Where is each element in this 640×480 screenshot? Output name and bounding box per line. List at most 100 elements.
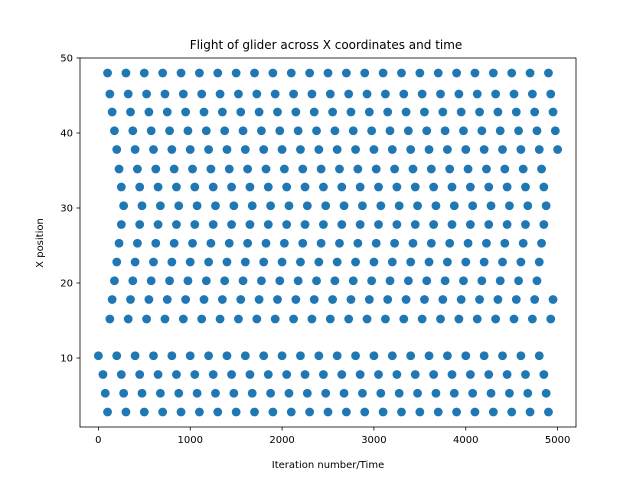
data-point bbox=[151, 164, 161, 174]
data-point bbox=[364, 107, 374, 117]
data-point bbox=[227, 182, 236, 192]
data-point bbox=[378, 68, 388, 78]
data-point bbox=[415, 68, 425, 78]
data-point bbox=[227, 370, 236, 379]
data-point bbox=[463, 164, 473, 174]
data-point bbox=[335, 238, 344, 248]
data-point bbox=[468, 388, 478, 398]
data-point bbox=[319, 220, 328, 229]
data-point bbox=[135, 182, 145, 192]
data-point bbox=[381, 89, 390, 99]
data-point bbox=[128, 126, 138, 136]
data-point bbox=[266, 201, 275, 211]
data-point bbox=[112, 351, 122, 361]
data-point bbox=[181, 295, 191, 304]
data-point bbox=[167, 351, 177, 361]
data-point bbox=[470, 407, 480, 417]
data-point bbox=[204, 351, 213, 361]
data-point bbox=[188, 238, 197, 248]
data-point bbox=[162, 107, 172, 117]
data-point bbox=[429, 370, 439, 379]
data-point bbox=[222, 145, 232, 154]
data-point bbox=[371, 238, 381, 248]
data-point bbox=[436, 89, 445, 99]
data-point bbox=[172, 370, 181, 379]
data-point bbox=[488, 68, 498, 78]
data-point bbox=[369, 145, 379, 154]
chart-title: Flight of glider across X coordinates an… bbox=[190, 38, 463, 52]
data-point bbox=[259, 351, 269, 361]
data-point bbox=[337, 182, 347, 192]
data-point bbox=[286, 407, 296, 417]
data-point bbox=[447, 220, 457, 229]
data-point bbox=[341, 407, 351, 417]
data-point bbox=[339, 201, 349, 211]
data-point bbox=[385, 276, 395, 286]
data-point bbox=[332, 257, 342, 267]
data-point bbox=[534, 145, 544, 154]
data-point bbox=[243, 164, 253, 174]
data-point bbox=[155, 388, 165, 398]
data-point bbox=[355, 220, 365, 229]
data-point bbox=[224, 238, 234, 248]
data-point bbox=[227, 220, 236, 229]
data-point bbox=[105, 314, 115, 324]
data-point bbox=[123, 314, 133, 324]
data-point bbox=[277, 257, 287, 267]
data-point bbox=[465, 220, 475, 229]
data-point bbox=[149, 351, 158, 361]
data-point bbox=[273, 295, 282, 304]
data-point bbox=[201, 276, 211, 286]
data-point bbox=[397, 407, 406, 417]
data-point bbox=[234, 89, 243, 99]
data-point bbox=[502, 220, 512, 229]
data-point bbox=[130, 351, 140, 361]
data-point bbox=[502, 182, 512, 192]
data-point bbox=[516, 257, 526, 267]
data-point bbox=[252, 314, 262, 324]
data-point bbox=[374, 370, 383, 379]
data-point bbox=[527, 89, 537, 99]
data-point bbox=[539, 182, 549, 192]
data-point bbox=[312, 126, 321, 136]
data-point bbox=[176, 68, 186, 78]
data-point bbox=[399, 314, 409, 324]
data-point bbox=[314, 145, 324, 154]
data-point bbox=[243, 238, 253, 248]
data-point bbox=[316, 238, 326, 248]
data-point bbox=[107, 107, 117, 117]
data-point bbox=[346, 295, 356, 304]
data-point bbox=[443, 145, 452, 154]
data-point bbox=[410, 370, 420, 379]
data-point bbox=[403, 276, 413, 286]
data-point bbox=[199, 107, 209, 117]
data-point bbox=[459, 126, 468, 136]
data-point bbox=[220, 126, 230, 136]
data-point bbox=[110, 276, 119, 286]
data-point bbox=[103, 68, 112, 78]
data-point bbox=[484, 370, 494, 379]
data-point bbox=[344, 314, 354, 324]
data-point bbox=[530, 107, 540, 117]
data-point bbox=[546, 89, 556, 99]
data-point bbox=[548, 107, 558, 117]
data-point bbox=[525, 407, 535, 417]
x-tick-label: 4000 bbox=[453, 435, 478, 446]
data-point bbox=[236, 295, 246, 304]
data-point bbox=[436, 314, 445, 324]
data-point bbox=[484, 182, 494, 192]
data-point bbox=[126, 107, 135, 117]
data-point bbox=[229, 388, 239, 398]
data-point bbox=[211, 388, 220, 398]
data-point bbox=[521, 370, 530, 379]
data-point bbox=[293, 126, 303, 136]
data-point bbox=[133, 164, 142, 174]
data-point bbox=[374, 182, 383, 192]
data-point bbox=[516, 145, 526, 154]
data-point bbox=[139, 68, 149, 78]
data-point bbox=[477, 126, 487, 136]
data-point bbox=[266, 388, 275, 398]
data-point bbox=[155, 201, 165, 211]
data-point bbox=[128, 276, 138, 286]
data-point bbox=[144, 295, 154, 304]
